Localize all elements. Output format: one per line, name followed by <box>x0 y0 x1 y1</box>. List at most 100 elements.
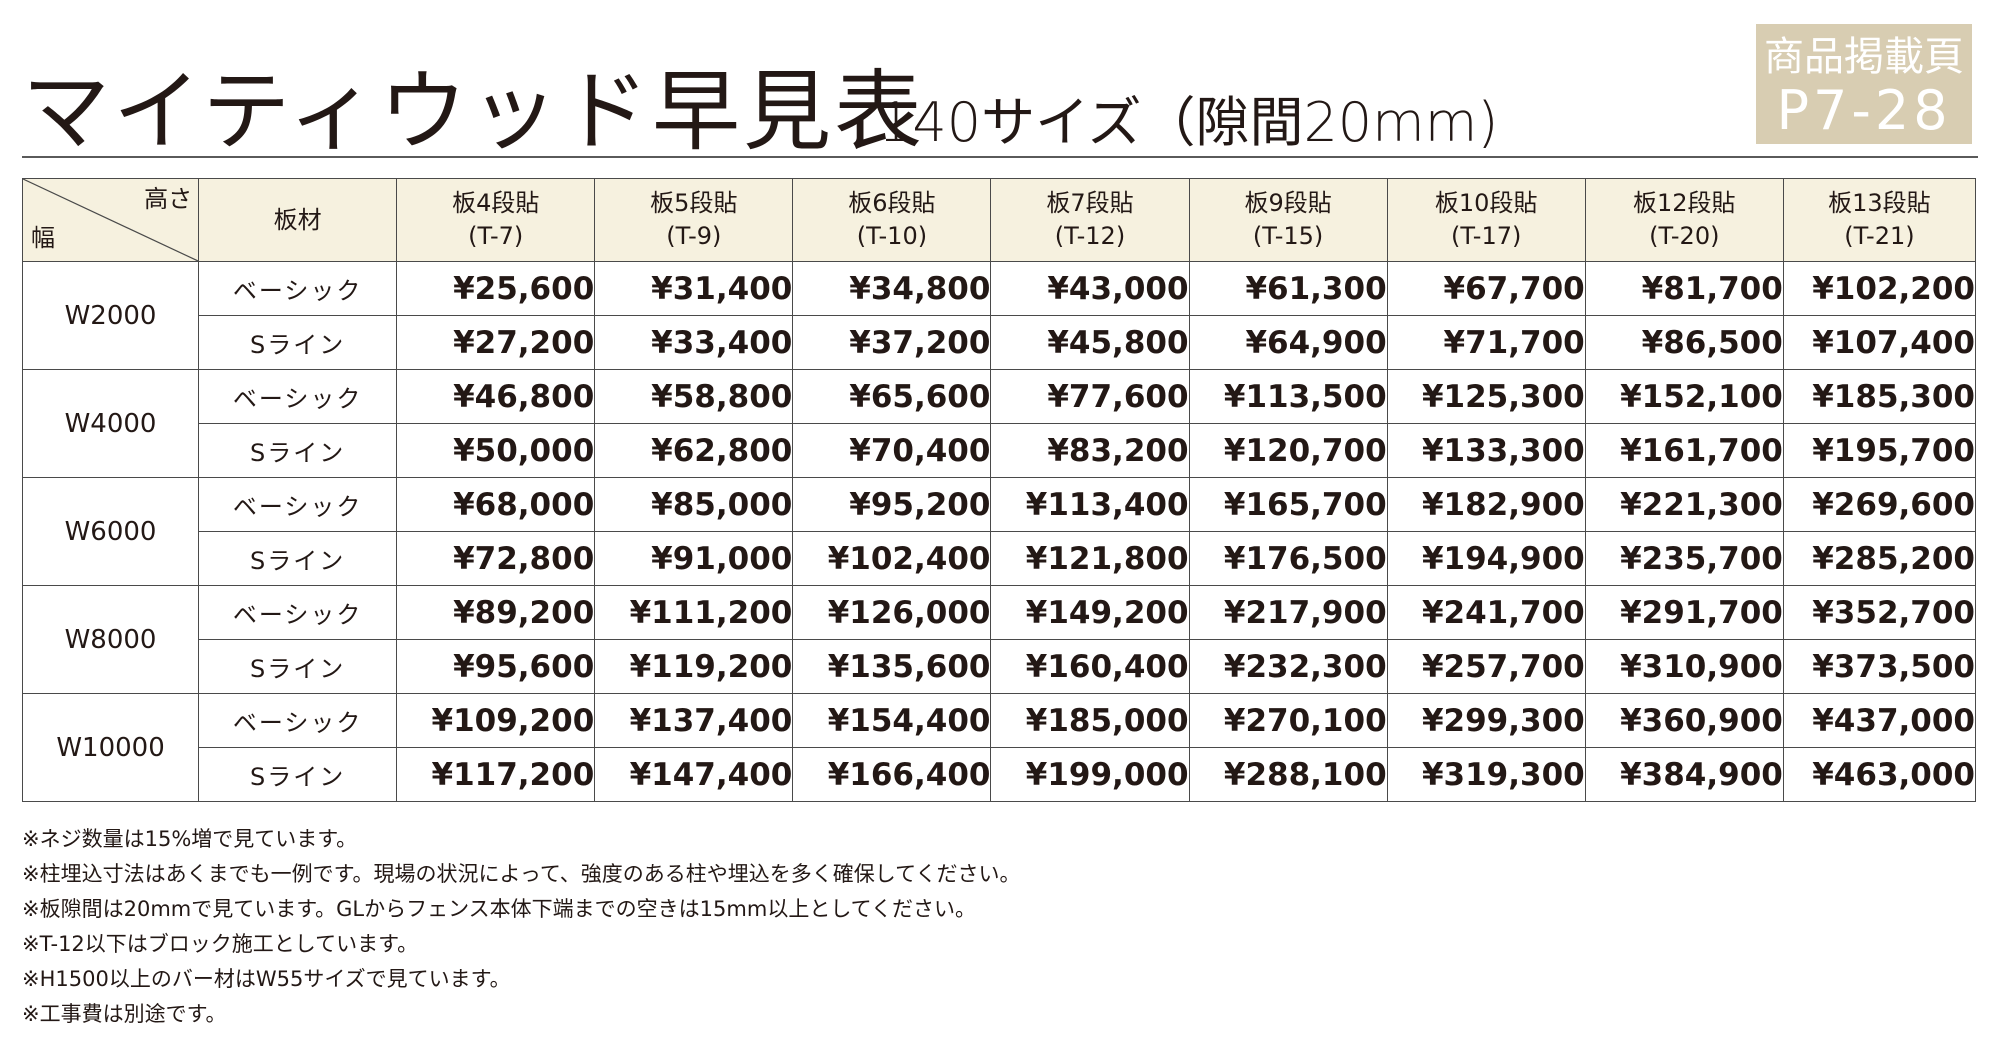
price-cell: ¥120,700 <box>1188 423 1388 478</box>
price-cell: ¥373,500 <box>1782 639 1977 694</box>
table-row: Sライン ¥117,200 ¥147,400 ¥166,400 ¥199,000 ¥288… <box>23 747 1977 802</box>
table-row: Sライン ¥27,200 ¥33,400 ¥37,200 ¥45,800 ¥64,900 ¥… <box>23 315 1977 370</box>
price-cell: ¥437,000 <box>1782 693 1977 748</box>
column-header-name: 板6段貼 <box>848 189 936 217</box>
material-header: 板材 <box>198 178 398 262</box>
price-cell: ¥291,700 <box>1584 585 1784 640</box>
price-cell: ¥463,000 <box>1782 747 1977 802</box>
price-cell: ¥221,300 <box>1584 477 1784 532</box>
title-rule <box>22 156 1978 158</box>
price-cell: ¥25,600 <box>396 261 596 316</box>
price-cell: ¥85,000 <box>594 477 794 532</box>
note-line: ※板隙間は20mmで見ています。GLからフェンス本体下端までの空きは15mm以上… <box>22 897 977 921</box>
note-line: ※H1500以上のバー材はW55サイズで見ています。 <box>22 967 511 991</box>
note-line: ※工事費は別途です。 <box>22 1002 227 1026</box>
price-cell: ¥285,200 <box>1782 531 1977 586</box>
price-cell: ¥121,800 <box>990 531 1190 586</box>
price-cell: ¥137,400 <box>594 693 794 748</box>
price-cell: ¥269,600 <box>1782 477 1977 532</box>
price-cell: ¥199,000 <box>990 747 1190 802</box>
price-cell: ¥107,400 <box>1782 315 1977 370</box>
price-cell: ¥117,200 <box>396 747 596 802</box>
material-cell: ベーシック <box>198 477 398 532</box>
material-cell: ベーシック <box>198 261 398 316</box>
price-cell: ¥352,700 <box>1782 585 1977 640</box>
column-header: 板4段貼 (T-7) <box>396 178 596 262</box>
material-cell: Sライン <box>198 531 398 586</box>
page-badge: 商品掲載頁 P7-28 <box>1756 24 1972 144</box>
column-header-code: (T-10) <box>856 222 928 250</box>
column-header-code: (T-9) <box>666 222 722 250</box>
price-cell: ¥95,200 <box>792 477 992 532</box>
price-cell: ¥50,000 <box>396 423 596 478</box>
column-header-name: 板4段貼 <box>452 189 540 217</box>
column-header: 板12段貼 (T-20) <box>1584 178 1784 262</box>
price-cell: ¥95,600 <box>396 639 596 694</box>
price-cell: ¥46,800 <box>396 369 596 424</box>
table-row: W4000 ベーシック ¥46,800 ¥58,800 ¥65,600 ¥77,600 ¥1… <box>21 369 1977 478</box>
price-cell: ¥37,200 <box>792 315 992 370</box>
table-row: Sライン ¥72,800 ¥91,000 ¥102,400 ¥121,800 ¥176,5… <box>23 531 1977 586</box>
column-header-code: (T-7) <box>468 222 524 250</box>
corner-width-label: 幅 <box>31 224 55 252</box>
table-row: W2000 ベーシック ¥25,600 ¥31,400 ¥34,800 ¥43,000 ¥6… <box>21 261 1977 370</box>
price-cell: ¥310,900 <box>1584 639 1784 694</box>
price-cell: ¥61,300 <box>1188 261 1388 316</box>
price-cell: ¥86,500 <box>1584 315 1784 370</box>
price-cell: ¥165,700 <box>1188 477 1388 532</box>
column-header-code: (T-20) <box>1649 222 1720 250</box>
price-cell: ¥31,400 <box>594 261 794 316</box>
title-sub: 140サイズ（隙間20mm) <box>878 91 1499 154</box>
column-header-name: 板7段貼 <box>1046 189 1134 217</box>
width-cell: W10000 <box>21 693 200 802</box>
price-cell: ¥270,100 <box>1188 693 1388 748</box>
title-main: マイティウッド早見表 <box>22 60 925 163</box>
price-cell: ¥195,700 <box>1782 423 1977 478</box>
price-cell: ¥34,800 <box>792 261 992 316</box>
price-cell: ¥288,100 <box>1188 747 1388 802</box>
price-cell: ¥217,900 <box>1188 585 1388 640</box>
column-header: 板13段貼 (T-21) <box>1782 178 1977 262</box>
price-cell: ¥194,900 <box>1386 531 1586 586</box>
table-row: W8000 ベーシック ¥89,200 ¥111,200 ¥126,000 ¥149,20… <box>21 585 1977 694</box>
price-cell: ¥360,900 <box>1584 693 1784 748</box>
price-cell: ¥33,400 <box>594 315 794 370</box>
price-cell: ¥64,900 <box>1188 315 1388 370</box>
column-header-name: 板9段貼 <box>1244 189 1332 217</box>
price-cell: ¥133,300 <box>1386 423 1586 478</box>
material-cell: Sライン <box>198 639 398 694</box>
width-cell: W2000 <box>21 261 200 370</box>
material-cell: Sライン <box>198 747 398 802</box>
price-cell: ¥126,000 <box>792 585 992 640</box>
price-cell: ¥27,200 <box>396 315 596 370</box>
price-cell: ¥135,600 <box>792 639 992 694</box>
table-body: W2000 ベーシック ¥25,600 ¥31,400 ¥34,800 ¥43,000 ¥6… <box>21 261 1977 802</box>
price-cell: ¥149,200 <box>990 585 1190 640</box>
price-cell: ¥89,200 <box>396 585 596 640</box>
price-cell: ¥62,800 <box>594 423 794 478</box>
price-cell: ¥70,400 <box>792 423 992 478</box>
width-cell: W8000 <box>21 585 200 694</box>
column-header-code: (T-17) <box>1450 222 1522 250</box>
page-badge-pages: P7-28 <box>1776 79 1952 142</box>
column-header-code: (T-12) <box>1054 222 1126 250</box>
width-cell: W4000 <box>21 369 200 478</box>
price-cell: ¥125,300 <box>1386 369 1586 424</box>
price-cell: ¥72,800 <box>396 531 596 586</box>
price-cell: ¥43,000 <box>990 261 1190 316</box>
price-cell: ¥257,700 <box>1386 639 1586 694</box>
diagonal-line <box>23 179 198 261</box>
price-cell: ¥185,300 <box>1782 369 1977 424</box>
column-header: 板9段貼 (T-15) <box>1188 178 1388 262</box>
price-cell: ¥182,900 <box>1386 477 1586 532</box>
note-line: ※柱埋込寸法はあくまでも一例です。現場の状況によって、強度のある柱や埋込を多く確… <box>22 862 1021 886</box>
column-header: 板7段貼 (T-12) <box>990 178 1190 262</box>
material-cell: ベーシック <box>198 585 398 640</box>
material-cell: ベーシック <box>198 369 398 424</box>
price-cell: ¥71,700 <box>1386 315 1586 370</box>
width-cell: W6000 <box>21 477 200 586</box>
price-table: 高さ 幅 板材 板4段貼 (T-7) 板5段貼 (T-9) 板6段貼 (T-10) 板7段貼… <box>21 178 1977 802</box>
note-line: ※T-12以下はブロック施工としています。 <box>22 932 419 956</box>
price-cell: ¥67,700 <box>1386 261 1586 316</box>
price-cell: ¥68,000 <box>396 477 596 532</box>
